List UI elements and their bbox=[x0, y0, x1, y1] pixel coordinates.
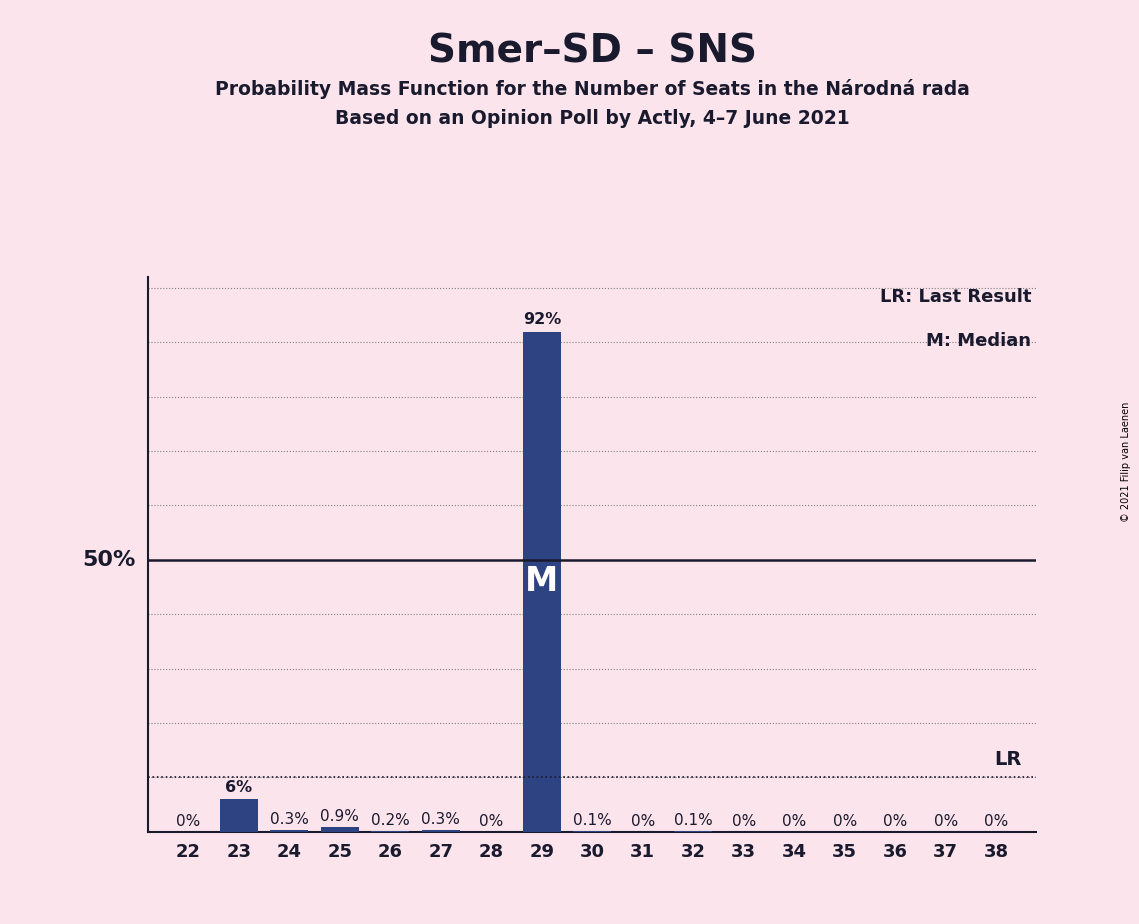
Bar bbox=[421, 830, 460, 832]
Text: 0%: 0% bbox=[934, 814, 958, 829]
Text: M: Median: M: Median bbox=[926, 332, 1032, 349]
Bar bbox=[321, 827, 359, 832]
Text: 0%: 0% bbox=[984, 814, 1008, 829]
Text: 0.1%: 0.1% bbox=[674, 813, 713, 828]
Text: 0%: 0% bbox=[480, 814, 503, 829]
Text: LR: Last Result: LR: Last Result bbox=[880, 288, 1032, 306]
Text: 0%: 0% bbox=[833, 814, 857, 829]
Text: 0%: 0% bbox=[883, 814, 908, 829]
Text: 50%: 50% bbox=[82, 550, 136, 570]
Text: M: M bbox=[525, 565, 558, 598]
Text: 0.9%: 0.9% bbox=[320, 809, 359, 824]
Text: 0%: 0% bbox=[731, 814, 756, 829]
Text: Probability Mass Function for the Number of Seats in the Národná rada: Probability Mass Function for the Number… bbox=[215, 79, 969, 99]
Text: 0%: 0% bbox=[631, 814, 655, 829]
Bar bbox=[523, 332, 560, 832]
Text: 92%: 92% bbox=[523, 312, 560, 327]
Bar bbox=[270, 830, 309, 832]
Text: LR: LR bbox=[994, 750, 1022, 769]
Text: 0.3%: 0.3% bbox=[270, 812, 309, 827]
Bar bbox=[220, 799, 257, 832]
Text: 6%: 6% bbox=[226, 780, 253, 795]
Bar bbox=[371, 831, 409, 832]
Text: 0.2%: 0.2% bbox=[371, 813, 410, 828]
Text: 0%: 0% bbox=[177, 814, 200, 829]
Text: 0%: 0% bbox=[782, 814, 806, 829]
Text: 0.1%: 0.1% bbox=[573, 813, 612, 828]
Text: Smer–SD – SNS: Smer–SD – SNS bbox=[428, 32, 756, 70]
Text: Based on an Opinion Poll by Actly, 4–7 June 2021: Based on an Opinion Poll by Actly, 4–7 J… bbox=[335, 109, 850, 128]
Text: © 2021 Filip van Laenen: © 2021 Filip van Laenen bbox=[1121, 402, 1131, 522]
Text: 0.3%: 0.3% bbox=[421, 812, 460, 827]
